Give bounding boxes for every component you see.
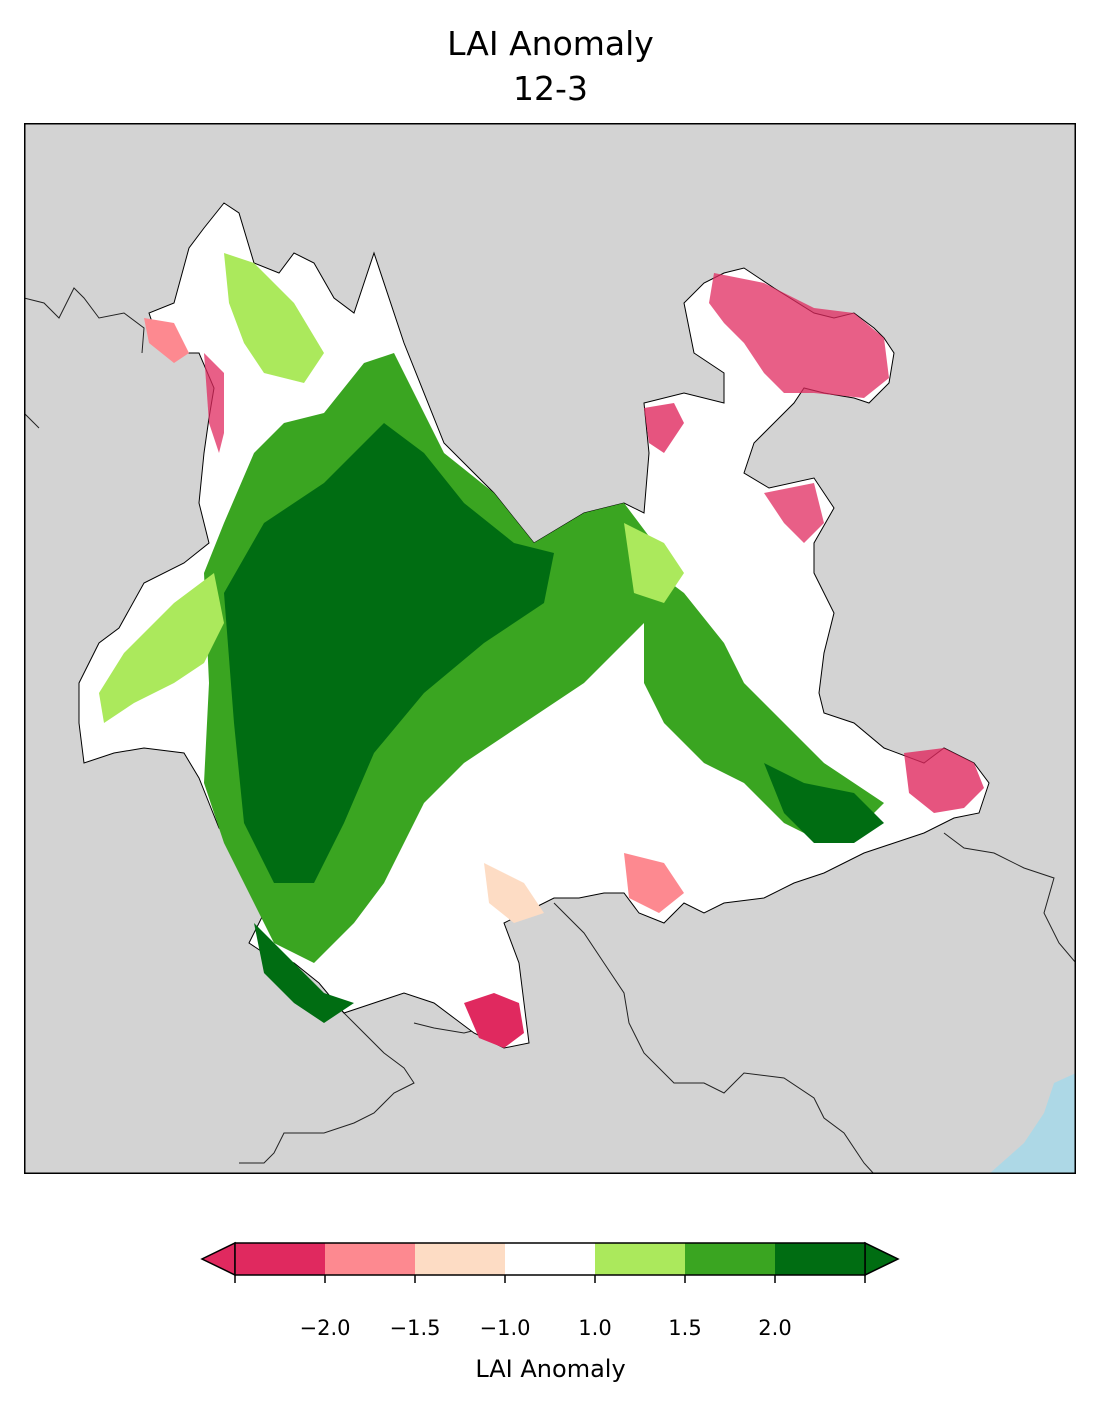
ocean-area: [989, 1073, 1076, 1174]
colorbar-tick-label: −1.5: [389, 1316, 441, 1340]
colorbar-segment: [685, 1243, 776, 1275]
colorbar-extend-min: [200, 1241, 236, 1277]
negative-anomaly-areas: [144, 273, 984, 1048]
map-panel: [24, 123, 1076, 1174]
colorbar-tick-label: 1.0: [578, 1316, 612, 1340]
colorbar-segment: [325, 1243, 416, 1275]
map-border: [24, 123, 1076, 1174]
colorbar-label: LAI Anomaly: [475, 1355, 626, 1383]
colorbar-tick-label: 2.0: [758, 1316, 792, 1340]
colorbar-segment: [235, 1243, 326, 1275]
colorbar-tick-label: 1.5: [668, 1316, 702, 1340]
colorbar-tick-label: −2.0: [299, 1316, 351, 1340]
positive-anomaly-areas: [99, 253, 884, 1023]
map-title: LAI Anomaly: [447, 24, 654, 63]
colorbar-tick-label: −1.0: [479, 1316, 531, 1340]
colorbar-segment: [505, 1243, 596, 1275]
colorbar-outline: [234, 1242, 866, 1276]
colorbar-segment: [595, 1243, 686, 1275]
colorbar-segment: [775, 1243, 866, 1275]
colorbar-extend-max: [864, 1241, 900, 1277]
colorbar-segment: [415, 1243, 506, 1275]
colorbar: [200, 1241, 900, 1283]
map-subtitle: 12-3: [513, 69, 588, 108]
